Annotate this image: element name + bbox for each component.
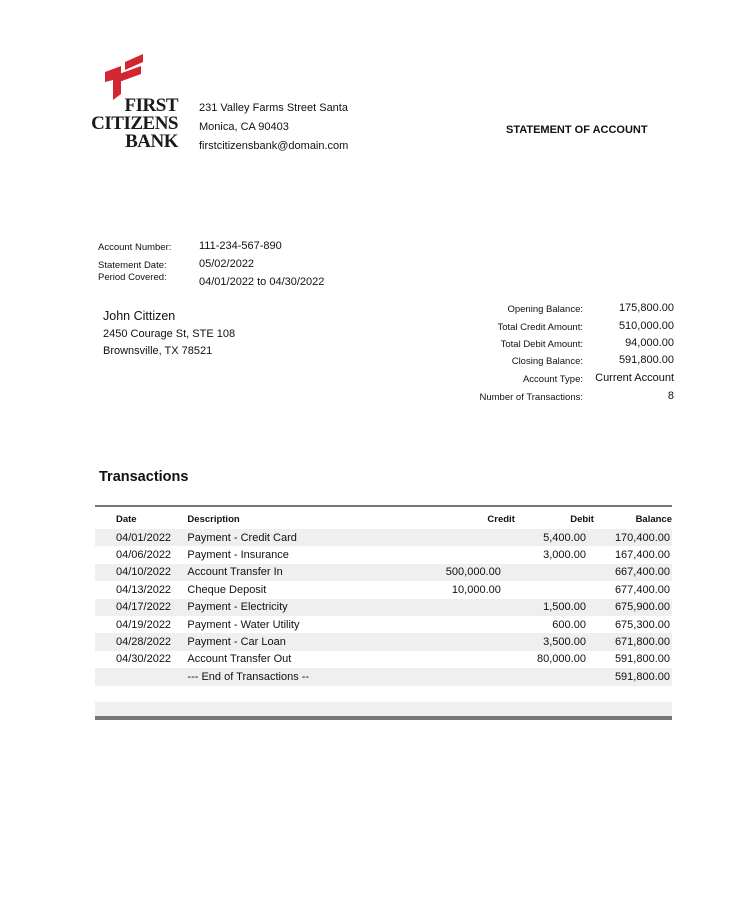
summary-label: Account Type:: [522, 374, 583, 385]
summary-label: Total Credit Amount:: [497, 322, 583, 333]
cell-balance: 167,400.00: [614, 549, 670, 562]
account-number-label: Account Number:: [98, 242, 172, 253]
cell-balance: 591,800.00: [614, 670, 670, 683]
bank-address: 231 Valley Farms Street Santa Monica, CA…: [199, 99, 348, 156]
table-row: 04/28/2022 Payment - Car Loan 3,500.00 671,…: [95, 633, 672, 651]
cell-debit: 5,400.00: [543, 531, 586, 544]
table-row: 04/01/2022 Payment - Credit Card 5,400.00 1…: [95, 529, 672, 547]
column-header-debit: Debit: [570, 513, 594, 525]
cell-debit: [515, 564, 600, 581]
cell-credit: [384, 529, 515, 546]
cell-date: 04/30/2022: [116, 653, 172, 666]
cell-balance: 667,400.00: [614, 566, 670, 579]
summary-label: Number of Transactions:: [479, 392, 584, 403]
summary-value: 591,800.00: [618, 354, 674, 366]
summary-label: Closing Balance:: [511, 356, 583, 367]
cell-credit: 500,000.00: [445, 566, 501, 579]
cell-balance: 675,900.00: [614, 601, 670, 614]
cell-debit: 3,000.00: [543, 549, 586, 562]
cell-description: Payment - Credit Card: [187, 531, 297, 544]
statement-title: STATEMENT OF ACCOUNT: [506, 124, 648, 136]
cell-description: Payment - Water Utility: [187, 618, 300, 631]
cell-balance: 675,300.00: [614, 618, 670, 631]
table-header-row: Date Description Credit Debit Balance: [95, 506, 672, 529]
cell-credit: [384, 616, 515, 633]
cell-debit: 600.00: [552, 618, 586, 631]
transactions-heading: Transactions: [99, 469, 189, 485]
cell-date: 04/19/2022: [116, 618, 172, 631]
cell-credit: 10,000.00: [451, 583, 501, 596]
cell-debit: [515, 581, 600, 598]
cell-date: 04/13/2022: [116, 583, 172, 596]
table-row: --- End of Transactions -- 591,800.00: [95, 668, 672, 686]
cell-date: 04/28/2022: [116, 636, 172, 649]
cell-credit: [384, 633, 515, 650]
table-bottom-rule: [95, 716, 672, 720]
cell-debit: 1,500.00: [543, 601, 586, 614]
cell-date: [95, 668, 187, 685]
summary-label: Opening Balance:: [507, 304, 583, 315]
bank-email: firstcitizensbank@domain.com: [199, 140, 349, 152]
cell-balance: 677,400.00: [614, 583, 670, 596]
bank-logo-mark-icon: [105, 54, 143, 100]
table-row: 04/17/2022 Payment - Electricity 1,500.00 6…: [95, 598, 672, 616]
statement-date: 05/02/2022: [199, 258, 255, 270]
cell-debit: [515, 668, 600, 685]
column-header-description: Description: [187, 513, 240, 525]
cell-debit: 80,000.00: [537, 653, 586, 666]
transactions-table: Date Description Credit Debit Balance 04…: [95, 505, 672, 686]
table-row: 04/13/2022 Cheque Deposit 10,000.00 677,400…: [95, 581, 672, 598]
cell-debit: 3,500.00: [543, 636, 586, 649]
cell-description: Payment - Insurance: [187, 549, 289, 562]
cell-credit: [384, 546, 515, 563]
cell-credit: [384, 599, 515, 616]
table-row: 04/30/2022 Account Transfer Out 80,000.00 5…: [95, 651, 672, 668]
period-covered: 04/01/2022 to 04/30/2022: [199, 276, 325, 288]
cell-balance: 671,800.00: [614, 636, 670, 649]
cell-description: Cheque Deposit: [187, 583, 267, 596]
customer-name: John Cittizen: [103, 309, 176, 323]
period-label: Period Covered:: [98, 272, 167, 283]
summary-value: Current Account: [595, 372, 674, 384]
summary-value: 175,800.00: [618, 302, 674, 314]
table-row: 04/10/2022 Account Transfer In 500,000.00 6…: [95, 563, 672, 582]
cell-balance: 170,400.00: [614, 531, 670, 544]
table-row: 04/06/2022 Payment - Insurance 3,000.00 167…: [95, 546, 672, 563]
cell-balance: 591,800.00: [614, 653, 670, 666]
cell-date: 04/10/2022: [116, 566, 172, 579]
cell-description: Account Transfer In: [187, 566, 283, 579]
cell-description: Payment - Car Loan: [187, 636, 286, 649]
customer-address-line1: 2450 Courage St, STE 108: [103, 328, 236, 340]
cell-description: Payment - Electricity: [187, 601, 288, 614]
table-row: 04/19/2022 Payment - Water Utility 600.00 6…: [95, 616, 672, 633]
summary-label: Total Debit Amount:: [500, 339, 583, 350]
table-footer-band: [95, 702, 672, 716]
summary-value: 94,000.00: [625, 337, 674, 349]
cell-description: --- End of Transactions --: [187, 670, 310, 683]
column-header-balance: Balance: [635, 513, 672, 525]
cell-date: 04/06/2022: [116, 549, 172, 562]
statement-date-label: Statement Date:: [98, 260, 167, 271]
column-header-date: Date: [116, 513, 137, 525]
cell-date: 04/01/2022: [116, 531, 172, 544]
bank-logo-text: FIRST CITIZENS BANK: [91, 95, 178, 152]
cell-description: Account Transfer Out: [187, 653, 292, 666]
customer-address-line2: Brownsville, TX 78521: [103, 345, 213, 357]
cell-date: 04/17/2022: [116, 601, 172, 614]
account-number: 111-234-567-890: [199, 240, 282, 252]
summary-value: 510,000.00: [618, 320, 674, 332]
summary-value: 8: [667, 390, 674, 402]
column-header-credit: Credit: [487, 513, 515, 525]
cell-credit: [384, 651, 515, 668]
cell-credit: [384, 668, 515, 685]
